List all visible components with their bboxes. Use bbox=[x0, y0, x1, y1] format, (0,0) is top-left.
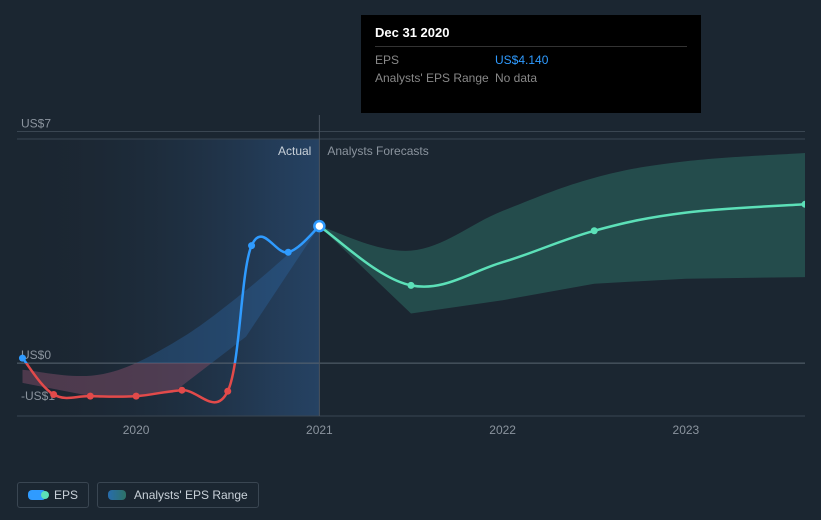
svg-text:Analysts Forecasts: Analysts Forecasts bbox=[327, 144, 428, 158]
legend-label: EPS bbox=[54, 488, 78, 502]
legend-item-range[interactable]: Analysts' EPS Range bbox=[97, 482, 259, 508]
svg-text:2023: 2023 bbox=[673, 423, 700, 437]
chart-legend: EPS Analysts' EPS Range bbox=[17, 482, 259, 508]
tooltip-row-value: US$4.140 bbox=[495, 53, 548, 67]
svg-text:2022: 2022 bbox=[489, 423, 516, 437]
tooltip-row-label: EPS bbox=[375, 53, 495, 67]
svg-text:US$7: US$7 bbox=[21, 117, 51, 131]
svg-text:Actual: Actual bbox=[278, 144, 311, 158]
eps-chart[interactable]: US$7US$0-US$1ActualAnalysts Forecasts202… bbox=[17, 115, 805, 475]
svg-text:2021: 2021 bbox=[306, 423, 333, 437]
legend-swatch-range-icon bbox=[108, 490, 126, 500]
svg-text:US$0: US$0 bbox=[21, 348, 51, 362]
tooltip-row: Analysts' EPS RangeNo data bbox=[375, 69, 687, 87]
chart-tooltip: Dec 31 2020 EPSUS$4.140Analysts' EPS Ran… bbox=[361, 15, 701, 113]
tooltip-row-value: No data bbox=[495, 71, 537, 85]
legend-item-eps[interactable]: EPS bbox=[17, 482, 89, 508]
legend-label: Analysts' EPS Range bbox=[134, 488, 248, 502]
svg-text:2020: 2020 bbox=[123, 423, 150, 437]
tooltip-row-label: Analysts' EPS Range bbox=[375, 71, 495, 85]
tooltip-date: Dec 31 2020 bbox=[375, 25, 687, 47]
legend-swatch-eps-icon bbox=[28, 490, 46, 500]
tooltip-row: EPSUS$4.140 bbox=[375, 51, 687, 69]
